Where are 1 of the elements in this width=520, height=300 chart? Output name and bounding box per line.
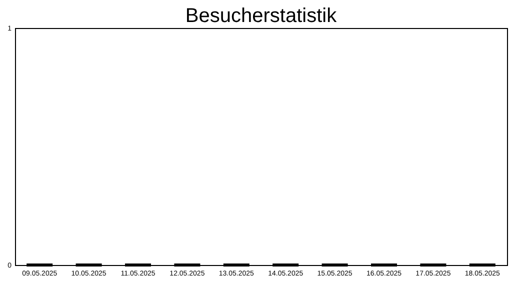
chart-title: Besucherstatistik: [185, 5, 338, 27]
